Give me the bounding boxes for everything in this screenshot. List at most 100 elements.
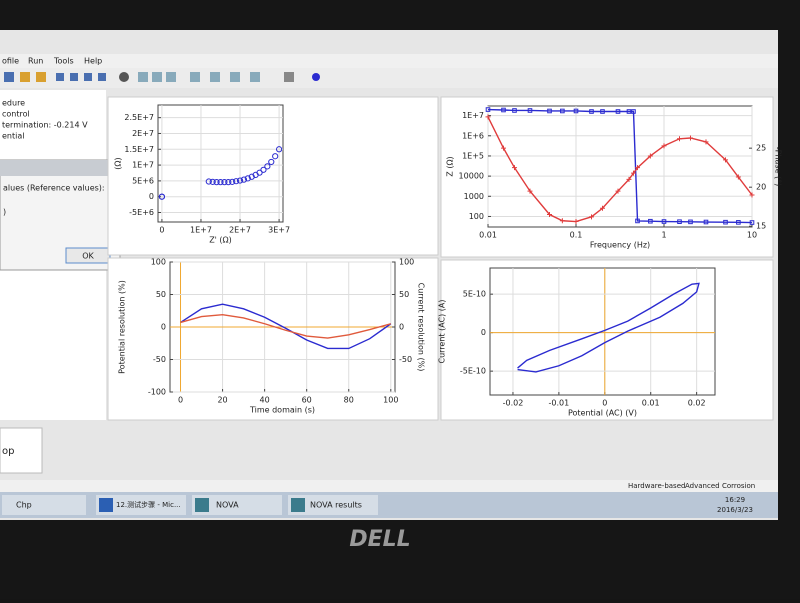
y2-tick-label: 20 bbox=[756, 183, 766, 192]
x-axis-label: Frequency (Hz) bbox=[590, 241, 650, 250]
menu-bar bbox=[0, 54, 778, 68]
marker bbox=[485, 107, 491, 112]
marker bbox=[615, 109, 621, 114]
task-label[interactable]: Chp bbox=[16, 501, 32, 510]
icon[interactable] bbox=[152, 72, 162, 82]
icon[interactable] bbox=[20, 72, 30, 82]
panel-text: termination: -0.214 V bbox=[2, 121, 88, 130]
y-axis-label: Current (AC) (A) bbox=[438, 299, 447, 363]
task-item[interactable] bbox=[192, 495, 282, 515]
task-item[interactable] bbox=[288, 495, 378, 515]
marker bbox=[676, 136, 682, 142]
marker bbox=[205, 178, 212, 185]
marker bbox=[626, 176, 632, 182]
y-tick-label: -50 bbox=[153, 355, 166, 364]
status-tab[interactable]: Corrosion bbox=[722, 482, 755, 490]
menu-item[interactable]: ofile bbox=[2, 57, 19, 66]
icon[interactable] bbox=[284, 72, 294, 82]
y-axis-label: Potential resolution (%) bbox=[118, 280, 127, 374]
icon[interactable] bbox=[119, 72, 129, 82]
x-tick-label: 0 bbox=[159, 226, 164, 235]
icon[interactable] bbox=[138, 72, 148, 82]
marker bbox=[264, 163, 271, 170]
marker bbox=[600, 109, 605, 114]
icon[interactable] bbox=[230, 72, 240, 82]
menu-item[interactable]: Tools bbox=[53, 57, 74, 66]
x-tick-label: 0.01 bbox=[642, 399, 660, 408]
y-tick-label: 100 bbox=[469, 212, 484, 221]
menu-item[interactable]: Run bbox=[28, 57, 43, 66]
x-axis-label: Potential (AC) (V) bbox=[568, 409, 637, 418]
y-axis-label: (Ω) bbox=[114, 157, 123, 169]
y-tick-label: -5E+6 bbox=[129, 208, 154, 217]
x-tick-label: 3E+7 bbox=[268, 226, 290, 235]
series-line bbox=[487, 108, 753, 224]
series-line bbox=[180, 313, 391, 339]
monitor-logo: DELL bbox=[349, 527, 410, 552]
x-tick-label: 80 bbox=[344, 396, 354, 405]
y2-tick-label: 15 bbox=[756, 222, 766, 231]
chart-panel bbox=[440, 96, 774, 258]
marker bbox=[260, 166, 267, 173]
chart-panel bbox=[107, 96, 439, 256]
marker bbox=[661, 219, 667, 224]
marker bbox=[635, 218, 640, 224]
plot-frame bbox=[157, 104, 284, 223]
dialog-text: ) bbox=[3, 208, 6, 217]
task-label[interactable]: NOVA bbox=[216, 501, 239, 510]
clock-time: 16:29 bbox=[725, 496, 745, 504]
x-tick-label: 0.1 bbox=[570, 231, 583, 240]
icon[interactable] bbox=[312, 73, 320, 81]
ok-label[interactable]: OK bbox=[82, 252, 94, 261]
y2-axis-label: Current resolution (%) bbox=[417, 283, 426, 372]
icon[interactable] bbox=[210, 72, 220, 82]
marker bbox=[272, 153, 279, 160]
status-tab[interactable]: Hardware-based bbox=[628, 482, 685, 490]
icon[interactable] bbox=[36, 72, 46, 82]
marker bbox=[589, 109, 594, 114]
dialog-title-bar bbox=[0, 160, 120, 176]
task-label[interactable]: NOVA results bbox=[310, 501, 362, 510]
task-label[interactable]: 12.测试步骤 - Mic... bbox=[116, 500, 181, 509]
marker bbox=[560, 108, 565, 114]
left-button[interactable] bbox=[0, 427, 43, 474]
y-tick-label: 1E+6 bbox=[462, 131, 484, 140]
marker bbox=[221, 179, 228, 186]
marker bbox=[158, 193, 166, 200]
y-tick-label: 1000 bbox=[464, 192, 484, 201]
word-icon bbox=[99, 498, 113, 512]
icon[interactable] bbox=[190, 72, 200, 82]
marker bbox=[275, 146, 283, 153]
y-tick-label: -100 bbox=[148, 388, 166, 397]
marker bbox=[547, 212, 553, 218]
x-tick-label: 0.01 bbox=[479, 231, 497, 240]
icon[interactable] bbox=[84, 73, 92, 81]
marker bbox=[501, 107, 506, 113]
clock-date: 2016/3/23 bbox=[717, 506, 753, 514]
marker bbox=[703, 139, 709, 145]
y-tick-label: 1E+7 bbox=[462, 111, 484, 120]
chart-panel bbox=[440, 259, 774, 421]
marker bbox=[511, 165, 517, 171]
x-axis-label: Time domain (s) bbox=[249, 406, 315, 415]
marker bbox=[688, 219, 693, 225]
icon[interactable] bbox=[166, 72, 176, 82]
status-tab[interactable]: Advanced bbox=[685, 482, 720, 490]
marker bbox=[736, 220, 741, 225]
icon[interactable] bbox=[250, 72, 260, 82]
icon[interactable] bbox=[56, 73, 64, 81]
icon[interactable] bbox=[98, 73, 106, 81]
marker bbox=[723, 219, 728, 225]
task-item[interactable] bbox=[2, 495, 86, 515]
x-tick-label: 60 bbox=[302, 396, 312, 405]
marker bbox=[723, 157, 729, 163]
menu-item[interactable]: Help bbox=[84, 57, 102, 66]
icon[interactable] bbox=[4, 72, 14, 82]
x-tick-label: 1 bbox=[661, 231, 666, 240]
marker bbox=[749, 192, 755, 198]
button-label[interactable]: op bbox=[2, 446, 14, 457]
icon[interactable] bbox=[70, 73, 78, 81]
y-tick-label: 10000 bbox=[459, 172, 484, 181]
x-tick-label: 0 bbox=[178, 396, 183, 405]
task-item[interactable] bbox=[96, 495, 186, 515]
